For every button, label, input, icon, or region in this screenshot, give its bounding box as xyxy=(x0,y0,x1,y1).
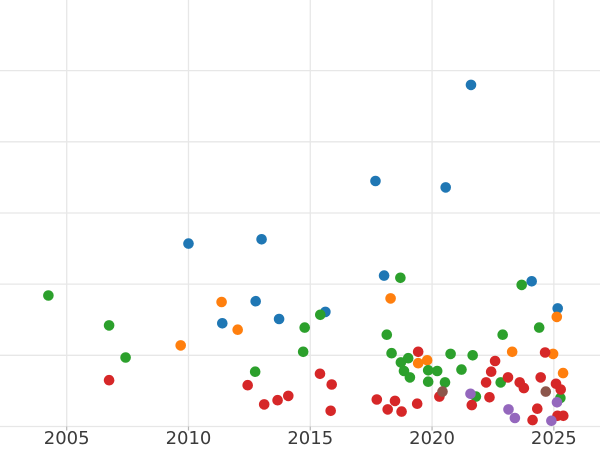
data-point-red xyxy=(326,379,338,390)
data-point-green xyxy=(445,348,456,360)
data-point-red xyxy=(272,394,283,406)
data-point-red xyxy=(535,372,546,383)
data-point-red xyxy=(412,346,424,358)
data-point-green xyxy=(439,377,451,388)
data-point-orange xyxy=(551,311,563,323)
data-point-green xyxy=(516,279,527,291)
data-point-blue xyxy=(526,276,537,287)
data-point-red xyxy=(411,398,423,410)
data-point-red xyxy=(518,382,530,394)
data-point-red xyxy=(485,366,497,378)
x-tick-label: 2005 xyxy=(44,428,90,449)
data-point-orange xyxy=(175,340,186,351)
data-point-blue xyxy=(250,295,261,307)
data-point-red xyxy=(539,347,551,358)
data-point-green xyxy=(103,320,115,331)
data-point-orange xyxy=(385,293,396,304)
data-point-red xyxy=(314,368,326,380)
data-point-red xyxy=(103,374,115,386)
data-point-red xyxy=(371,394,383,405)
data-point-green xyxy=(315,309,326,321)
data-point-purple xyxy=(503,404,514,415)
data-point-red xyxy=(389,395,401,407)
data-point-red xyxy=(480,377,492,388)
data-point-green xyxy=(249,366,261,378)
data-point-green xyxy=(120,352,131,363)
data-point-red xyxy=(558,410,569,422)
data-point-red xyxy=(502,372,514,383)
data-point-red xyxy=(258,399,270,410)
data-point-green xyxy=(422,365,434,376)
data-point-purple xyxy=(465,388,476,400)
data-point-green xyxy=(402,352,414,364)
data-point-blue xyxy=(273,313,285,325)
data-point-green xyxy=(533,322,545,333)
data-point-red xyxy=(466,399,478,411)
data-point-green xyxy=(422,376,434,388)
data-point-red xyxy=(555,384,566,395)
data-point-red xyxy=(283,390,294,402)
data-point-red xyxy=(527,414,538,426)
data-point-green xyxy=(297,346,309,358)
data-point-green xyxy=(404,372,416,383)
data-point-green xyxy=(381,329,393,341)
data-point-orange xyxy=(216,296,227,308)
data-point-blue xyxy=(183,238,194,249)
data-point-purple xyxy=(551,397,563,408)
data-point-purple xyxy=(509,412,521,424)
data-point-orange xyxy=(412,357,424,369)
data-point-blue xyxy=(256,234,267,245)
data-point-green xyxy=(497,329,509,341)
data-point-red xyxy=(489,355,501,367)
data-point-green xyxy=(431,365,443,377)
data-point-blue xyxy=(440,182,452,193)
data-point-red xyxy=(382,404,394,415)
x-tick-label: 2025 xyxy=(531,428,577,449)
data-point-blue xyxy=(378,270,390,281)
data-point-blue xyxy=(552,303,563,314)
data-point-red xyxy=(396,406,407,417)
data-point-blue xyxy=(217,318,228,329)
data-point-green xyxy=(395,272,406,284)
data-point-orange xyxy=(421,355,433,366)
data-point-green xyxy=(299,322,311,333)
data-point-red xyxy=(532,403,543,415)
x-tick-label: 2020 xyxy=(409,428,455,449)
data-point-purple xyxy=(546,415,557,427)
data-point-blue xyxy=(370,175,381,187)
data-point-green xyxy=(467,350,479,361)
data-point-red xyxy=(484,392,495,403)
data-point-brown xyxy=(540,386,552,397)
data-point-red xyxy=(242,379,253,391)
data-point-blue xyxy=(465,79,477,91)
data-point-orange xyxy=(547,348,559,360)
x-tick-label: 2010 xyxy=(166,428,212,449)
data-point-green xyxy=(456,364,467,375)
data-point-orange xyxy=(557,367,569,379)
x-tick-label: 2015 xyxy=(287,428,333,449)
data-point-brown xyxy=(437,386,448,397)
data-point-green xyxy=(43,290,54,301)
data-point-green xyxy=(386,347,397,359)
data-point-red xyxy=(325,405,337,417)
data-point-orange xyxy=(232,324,243,336)
data-point-orange xyxy=(506,346,518,358)
